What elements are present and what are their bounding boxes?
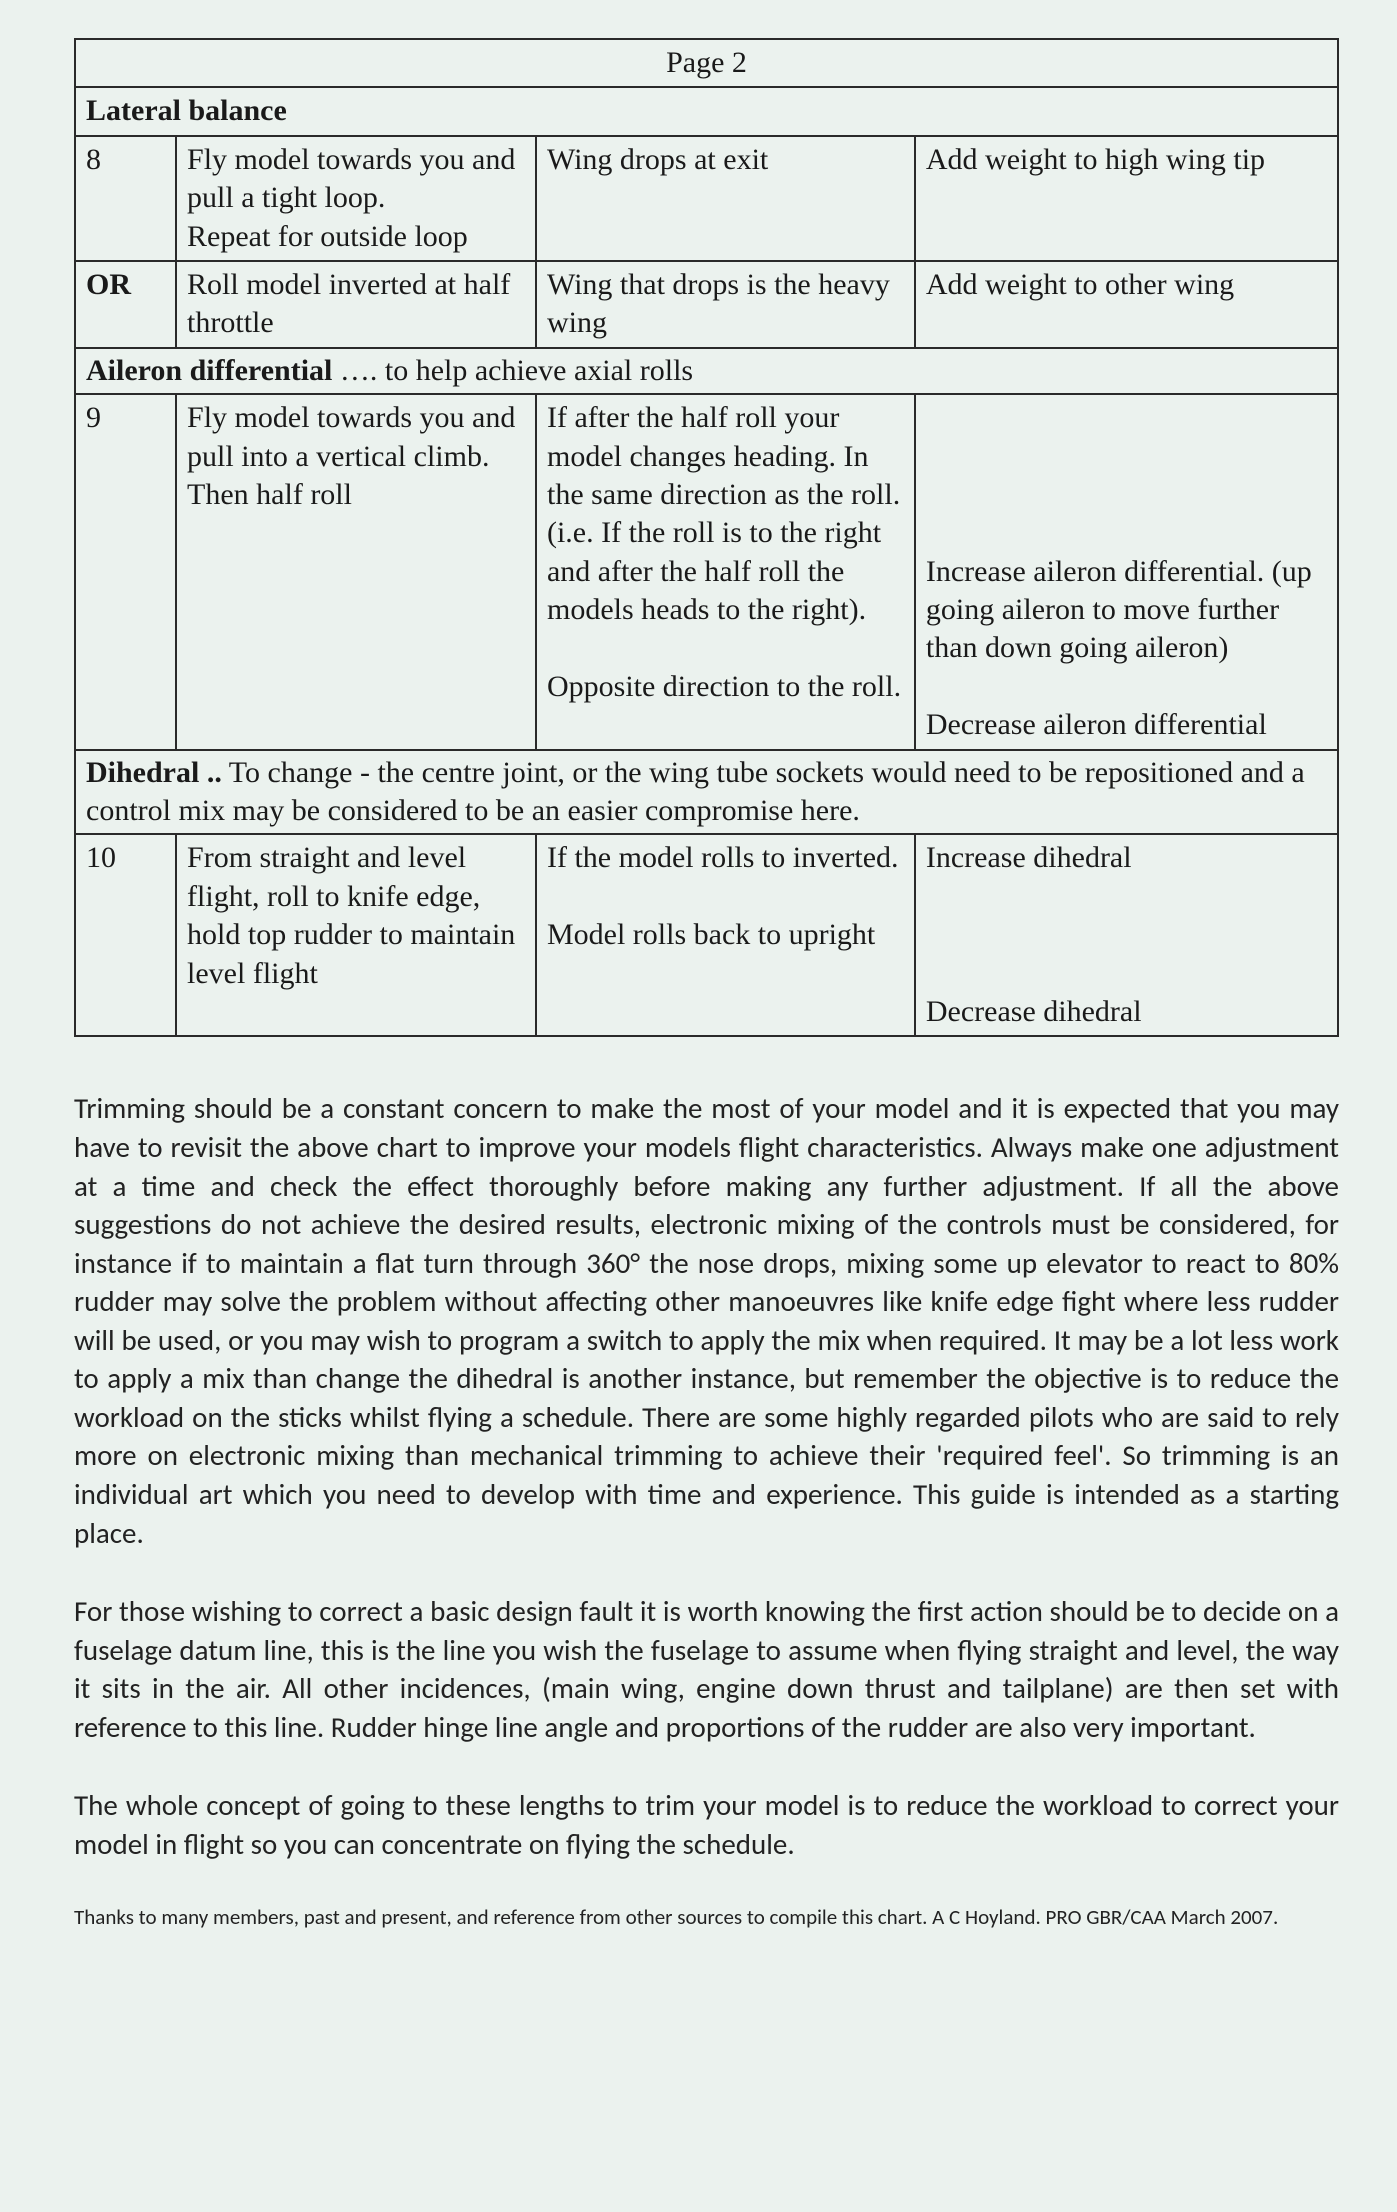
- row-observation: If the model rolls to inverted. Model ro…: [536, 834, 915, 1036]
- row-procedure: Fly model towards you and pull a tight l…: [176, 136, 536, 261]
- row-action: Increase aileron differential. (up going…: [915, 394, 1338, 750]
- section-lateral-balance: Lateral balance: [75, 87, 1338, 135]
- row-action: Increase dihedral Decrease dihedral: [915, 834, 1338, 1036]
- section-header-aileron: Aileron differential …. to help achieve …: [75, 348, 1338, 394]
- table-row: 8 Fly model towards you and pull a tight…: [75, 136, 1338, 261]
- section-header-aileron-bold: Aileron differential: [86, 354, 332, 387]
- section-header-dihedral: Dihedral .. To change - the centre joint…: [75, 750, 1338, 835]
- row-observation: If after the half roll your model change…: [536, 394, 915, 750]
- section-dihedral: Dihedral .. To change - the centre joint…: [75, 750, 1338, 835]
- body-text: Trimming should be a constant concern to…: [74, 1089, 1339, 1863]
- section-aileron-differential: Aileron differential …. to help achieve …: [75, 348, 1338, 394]
- row-observation: Wing drops at exit: [536, 136, 915, 261]
- paragraph-3: The whole concept of going to these leng…: [74, 1786, 1339, 1863]
- page-title: Page 2: [75, 39, 1338, 87]
- table-row: OR Roll model inverted at half throttle …: [75, 261, 1338, 348]
- section-header-lateral: Lateral balance: [75, 87, 1338, 135]
- paragraph-2: For those wishing to correct a basic des…: [74, 1592, 1339, 1746]
- page-title-row: Page 2: [75, 39, 1338, 87]
- row-procedure: Fly model towards you and pull into a ve…: [176, 394, 536, 750]
- row-procedure: From straight and level flight, roll to …: [176, 834, 536, 1036]
- section-header-dihedral-rest: To change - the centre joint, or the win…: [86, 756, 1305, 827]
- row-number: 10: [75, 834, 176, 1036]
- section-header-aileron-rest: …. to help achieve axial rolls: [332, 354, 693, 387]
- table-row: 10 From straight and level flight, roll …: [75, 834, 1338, 1036]
- row-number-or: OR: [75, 261, 176, 348]
- row-number: 9: [75, 394, 176, 750]
- row-observation: Wing that drops is the heavy wing: [536, 261, 915, 348]
- table-row: 9 Fly model towards you and pull into a …: [75, 394, 1338, 750]
- row-action: Add weight to high wing tip: [915, 136, 1338, 261]
- credit-line: Thanks to many members, past and present…: [74, 1904, 1339, 1930]
- document-page: Page 2 Lateral balance 8 Fly model towar…: [0, 0, 1397, 2212]
- paragraph-1: Trimming should be a constant concern to…: [74, 1089, 1339, 1552]
- row-number: 8: [75, 136, 176, 261]
- row-procedure: Roll model inverted at half throttle: [176, 261, 536, 348]
- row-action: Add weight to other wing: [915, 261, 1338, 348]
- trimming-table: Page 2 Lateral balance 8 Fly model towar…: [74, 38, 1339, 1037]
- section-header-dihedral-bold: Dihedral ..: [86, 756, 222, 789]
